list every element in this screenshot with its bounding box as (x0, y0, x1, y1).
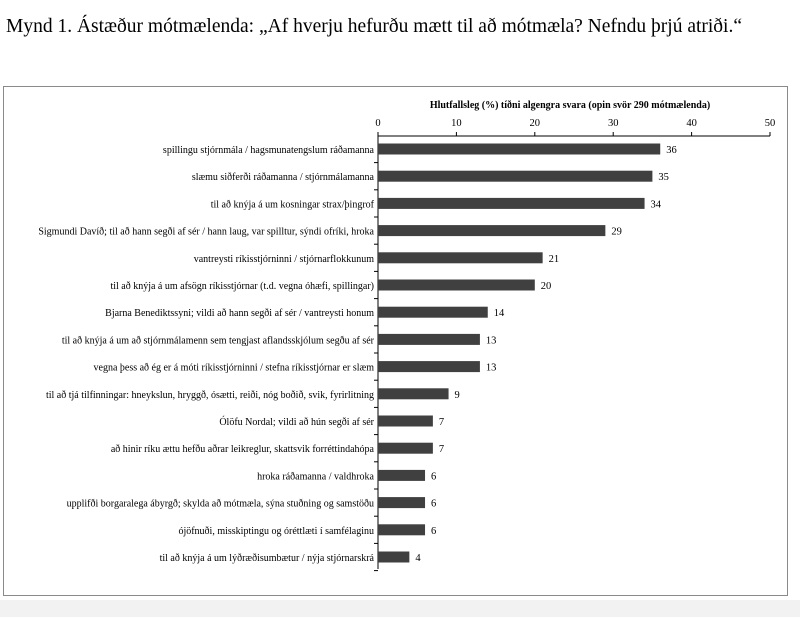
value-label: 34 (651, 199, 662, 210)
value-label: 36 (666, 145, 677, 156)
bar (378, 497, 426, 509)
value-label: 20 (541, 281, 552, 292)
value-label: 35 (658, 172, 669, 183)
category-label: til að knýja á um lýðræðisumbætur / nýja… (160, 553, 375, 564)
value-label: 13 (486, 335, 497, 346)
value-label: 9 (455, 390, 460, 401)
value-label: 14 (494, 308, 505, 319)
bar (378, 279, 535, 291)
category-label: til að knýja á um að stjórnmálamenn sem … (62, 335, 375, 346)
category-label: Sigmundi Davíð; til að hann segði af sér… (38, 227, 374, 238)
category-label: hroka ráðamanna / valdhroka (257, 471, 374, 482)
value-label: 21 (549, 254, 560, 265)
bar (378, 306, 488, 318)
x-tick-label: 50 (765, 118, 776, 129)
value-label: 6 (431, 471, 436, 482)
category-label: spillingu stjórnmála / hagsmunatengslum … (163, 145, 375, 156)
bar (378, 469, 426, 481)
category-label: upplifði borgaralega ábyrgð; skylda að m… (67, 499, 374, 510)
bar (378, 388, 449, 400)
bar (378, 333, 480, 345)
bar (378, 415, 433, 427)
category-label: Bjarna Benediktssyni; vildi að hann segð… (105, 308, 374, 319)
chart-frame: Hlutfallsleg (%) tíðni algengra svara (o… (3, 86, 788, 596)
x-tick-label: 10 (451, 118, 462, 129)
x-tick-label: 40 (686, 118, 697, 129)
category-label: að hinir ríku ættu hefðu aðrar leikreglu… (111, 444, 375, 455)
x-tick-label: 0 (375, 118, 380, 129)
category-label: til að tjá tilfinningar: hneykslun, hryg… (46, 390, 374, 401)
value-label: 6 (431, 526, 436, 537)
category-label: ójöfnuði, misskiptingu og óréttlæti í sa… (178, 526, 374, 537)
category-label: til að knýja á um afsögn ríkisstjórnar (… (110, 281, 374, 292)
value-label: 13 (486, 363, 497, 374)
x-tick-label: 20 (530, 118, 541, 129)
bar (378, 252, 543, 264)
page-title: Mynd 1. Ástæður mótmælenda: „Af hverju h… (6, 16, 743, 37)
category-label: slæmu siðferði ráðamanna / stjórnmálaman… (192, 172, 375, 183)
value-label: 7 (439, 417, 444, 428)
category-label: vegna þess að ég er á móti ríkisstjórnin… (94, 363, 375, 374)
category-label: Ólöfu Nordal; vildi að hún segði af sér (219, 416, 374, 428)
bottom-strip (0, 600, 800, 617)
value-label: 6 (431, 499, 436, 510)
bar (378, 170, 653, 182)
value-label: 4 (415, 553, 421, 564)
value-label: 7 (439, 444, 444, 455)
bar (378, 524, 426, 536)
bar (378, 361, 480, 373)
bar (378, 143, 661, 155)
category-label: til að knýja á um kosningar strax/þingro… (211, 199, 375, 210)
bar (378, 442, 433, 454)
bar (378, 551, 410, 563)
bar-chart: Hlutfallsleg (%) tíðni algengra svara (o… (38, 100, 776, 572)
value-label: 29 (611, 227, 622, 238)
chart-title: Hlutfallsleg (%) tíðni algengra svara (o… (430, 100, 710, 111)
bar (378, 225, 606, 237)
bar (378, 197, 645, 209)
category-label: vantreysti ríkisstjórninni / stjórnarflo… (194, 254, 374, 265)
x-tick-label: 30 (608, 118, 619, 129)
